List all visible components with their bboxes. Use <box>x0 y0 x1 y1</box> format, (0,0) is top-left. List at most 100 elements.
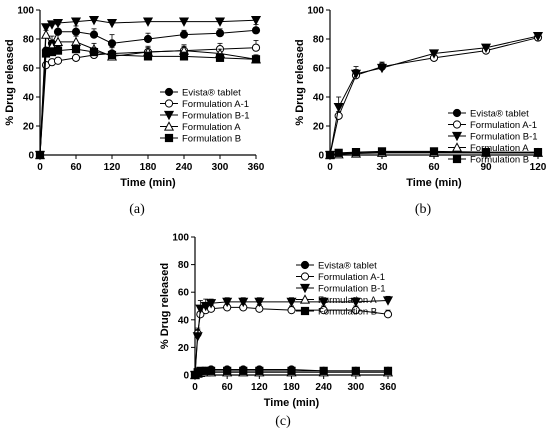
legend-label: Formulation B-1 <box>470 132 538 143</box>
data-point <box>532 32 544 42</box>
x-tick-label: 360 <box>248 162 265 173</box>
x-tick-label: 180 <box>140 162 157 173</box>
y-tick-label: 40 <box>23 93 35 104</box>
x-tick-label: 300 <box>212 162 229 173</box>
data-point <box>195 304 206 315</box>
data-point <box>250 16 262 26</box>
y-tick-label: 60 <box>313 64 325 75</box>
legend-marker <box>452 108 462 118</box>
x-tick-label: 0 <box>192 382 198 393</box>
data-point <box>179 30 189 39</box>
x-tick-label: 120 <box>104 162 121 173</box>
data-point <box>239 366 248 375</box>
data-point <box>383 310 393 319</box>
y-axis-title: % Drug released <box>294 39 306 125</box>
legend-label: Formulation A <box>470 143 529 154</box>
data-point <box>89 47 99 57</box>
legend-label: Formulation B <box>318 307 377 318</box>
data-point <box>89 30 99 39</box>
data-point <box>350 69 362 80</box>
data-point <box>206 299 217 309</box>
legend-marker <box>163 121 175 131</box>
data-point <box>480 43 492 53</box>
panel-b: 0 20 40 60 80 100 0 30 60 90 120 Time (min) % Drug r… <box>294 6 547 218</box>
panel-a: 0 20 40 60 80 100 0 60 120 180 240 300 360 Time (min)… <box>4 6 265 218</box>
legend-label: Evista® tablet <box>470 109 529 120</box>
data-point <box>107 50 117 60</box>
x-tick-label: 60 <box>428 162 440 173</box>
x-tick-label: 30 <box>376 162 388 173</box>
legend-label: Evista® tablet <box>182 88 241 99</box>
data-point <box>71 45 81 54</box>
data-point <box>333 103 344 113</box>
data-point <box>200 301 211 312</box>
legend-label: Formulation A-1 <box>318 272 385 283</box>
series-2 <box>189 295 394 381</box>
legend-marker <box>300 260 310 270</box>
data-point <box>376 63 388 74</box>
data-point <box>238 297 249 308</box>
legend-marker <box>299 294 311 304</box>
data-point <box>325 150 335 160</box>
x-tick-label: 240 <box>315 382 332 393</box>
x-tick-label: 0 <box>327 162 333 173</box>
series-line <box>194 299 389 376</box>
data-point <box>382 296 394 306</box>
x-tick-label: 120 <box>251 382 268 393</box>
series-4 <box>35 44 261 160</box>
legend-marker <box>300 306 310 316</box>
data-point <box>351 148 361 157</box>
x-tick-label: 60 <box>70 162 82 173</box>
data-point <box>287 306 296 315</box>
legend-marker <box>164 99 174 108</box>
data-point <box>40 29 52 39</box>
data-point <box>251 55 261 64</box>
legend-marker <box>452 120 462 129</box>
x-tick-label: 360 <box>380 382 397 393</box>
data-point <box>142 17 154 27</box>
series-line <box>194 306 389 376</box>
y-axis-title: % Drug released <box>159 263 171 349</box>
y-tick-label: 60 <box>23 64 35 75</box>
legend-marker <box>163 110 175 121</box>
legend-marker <box>299 283 311 294</box>
y-tick-label: 20 <box>178 343 190 354</box>
data-point <box>383 366 393 375</box>
y-tick-label: 80 <box>23 35 35 46</box>
series-2 <box>34 16 262 161</box>
data-point <box>255 366 264 375</box>
y-tick-label: 40 <box>178 315 190 326</box>
y-axis-title: % Drug released <box>4 39 16 125</box>
legend-label: Formulation B-1 <box>182 111 250 122</box>
data-point <box>222 297 233 308</box>
series-4 <box>190 366 393 380</box>
y-tick-label: 40 <box>313 93 325 104</box>
data-point <box>286 297 297 308</box>
legend-label: Formulation A-1 <box>182 99 249 110</box>
data-point <box>71 27 81 36</box>
legend-marker <box>300 272 310 281</box>
data-point <box>53 46 63 55</box>
data-point <box>178 17 190 27</box>
x-tick-label: 300 <box>347 382 364 393</box>
data-point <box>53 56 63 65</box>
legend-marker <box>452 154 462 164</box>
x-axis-title: Time (min) <box>264 397 320 409</box>
data-point <box>428 49 440 59</box>
data-point <box>318 297 329 308</box>
data-point <box>481 148 491 157</box>
x-tick-label: 240 <box>176 162 193 173</box>
data-point <box>143 34 153 44</box>
data-point <box>319 366 328 375</box>
x-tick-label: 90 <box>480 162 492 173</box>
y-tick-label: 100 <box>172 233 189 244</box>
x-tick-label: 120 <box>530 162 547 173</box>
legend-label: Formulation B <box>470 155 529 166</box>
legend-label: Evista® tablet <box>318 261 377 272</box>
data-point <box>334 148 343 157</box>
y-tick-label: 80 <box>313 35 325 46</box>
data-point <box>351 366 360 375</box>
